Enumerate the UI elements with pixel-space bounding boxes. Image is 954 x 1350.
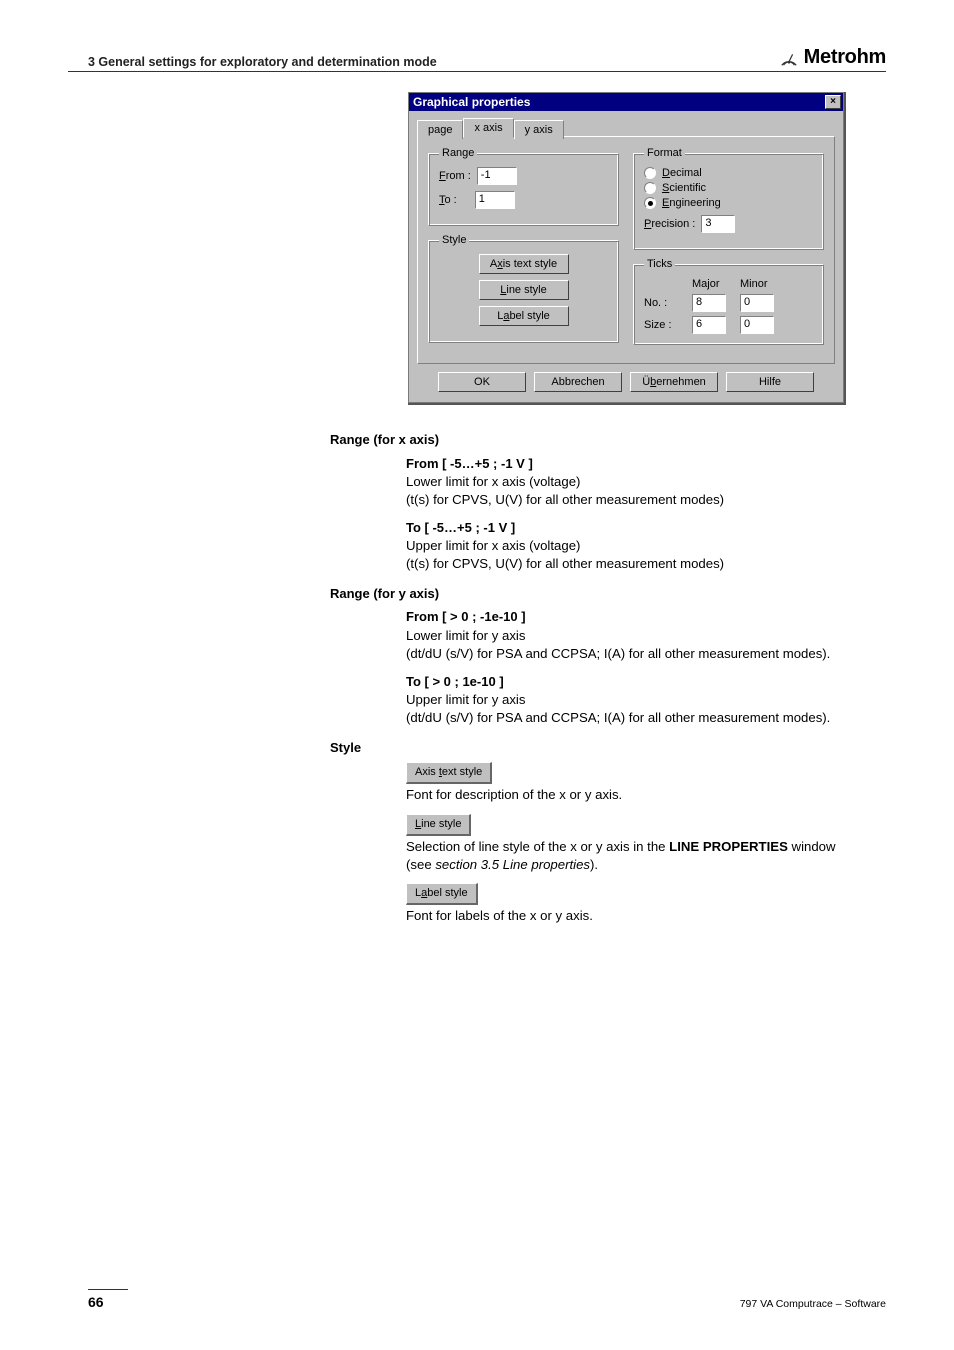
format-group: Format Decimal Scientific Engineering Pr… — [633, 147, 824, 250]
axis-text-style-button[interactable]: Axis text style — [479, 254, 569, 274]
ticks-no-major-input[interactable]: 8 — [692, 294, 726, 312]
cancel-button[interactable]: Abbrechen — [534, 372, 622, 392]
page-footer: 66 797 VA Computrace – Software — [88, 1289, 886, 1310]
from-y-line1: Lower limit for y axis — [406, 627, 852, 645]
page-number: 66 — [88, 1289, 128, 1310]
help-button[interactable]: Hilfe — [726, 372, 814, 392]
ok-button[interactable]: OK — [438, 372, 526, 392]
to-y-line2: (dt/dU (s/V) for PSA and CCPSA; I(A) for… — [406, 709, 852, 727]
to-y-title: To [ > 0 ; 1e-10 ] — [406, 673, 852, 691]
style-desc3: Font for labels of the x or y axis. — [406, 907, 852, 925]
dialog-shadow: Graphical properties × page x axis y axi… — [408, 92, 846, 405]
chapter-title: 3 General settings for exploratory and d… — [68, 55, 437, 69]
inline-btn-axis-text: Axis text style — [406, 762, 492, 784]
radio-decimal[interactable]: Decimal — [644, 167, 813, 179]
range-y-heading: Range (for y axis) — [330, 585, 852, 603]
range-x-heading: Range (for x axis) — [330, 431, 852, 449]
line-style-button[interactable]: Line style — [479, 280, 569, 300]
logo-text: Metrohm — [804, 46, 886, 69]
brand-logo: Metrohm — [778, 46, 886, 69]
ticks-legend: Ticks — [644, 258, 675, 270]
style-desc1: Font for description of the x or y axis. — [406, 786, 852, 804]
dialog-title: Graphical properties — [413, 95, 530, 109]
radio-scientific[interactable]: Scientific — [644, 182, 813, 194]
from-x-line1: Lower limit for x axis (voltage) — [406, 473, 852, 491]
apply-button[interactable]: Übernehmen — [630, 372, 718, 392]
range-legend: Range — [439, 147, 477, 159]
inline-btn-line: Line style — [406, 814, 471, 836]
graphical-properties-dialog: Graphical properties × page x axis y axi… — [408, 92, 844, 403]
style-heading: Style — [330, 739, 852, 757]
ticks-size-label: Size : — [644, 319, 684, 331]
ticks-size-minor-input[interactable]: 0 — [740, 316, 774, 334]
style-axis-text: Axis text style Font for description of … — [406, 762, 852, 804]
ticks-minor-header: Minor — [740, 278, 780, 290]
tab-y-axis[interactable]: y axis — [514, 120, 564, 139]
close-icon[interactable]: × — [825, 95, 841, 109]
param-to-x: To [ -5…+5 ; -1 V ] Upper limit for x ax… — [406, 519, 852, 573]
param-from-x: From [ -5…+5 ; -1 V ] Lower limit for x … — [406, 455, 852, 509]
to-y-line1: Upper limit for y axis — [406, 691, 852, 709]
ticks-size-major-input[interactable]: 6 — [692, 316, 726, 334]
precision-label: Precision : — [644, 218, 695, 230]
tab-panel-x-axis: Range From : -1 To : 1 Style Ax — [417, 136, 835, 364]
style-line: Line style Selection of line style of th… — [406, 814, 852, 873]
radio-engineering[interactable]: Engineering — [644, 197, 813, 209]
style-desc2: Selection of line style of the x or y ax… — [406, 838, 852, 874]
to-input[interactable]: 1 — [475, 191, 515, 209]
from-label: From : — [439, 170, 471, 182]
style-group: Style Axis text style Line style Label s… — [428, 234, 619, 343]
body-text: Range (for x axis) From [ -5…+5 ; -1 V ]… — [342, 431, 852, 925]
metrohm-icon — [778, 49, 800, 67]
label-style-button[interactable]: Label style — [479, 306, 569, 326]
to-x-line2: (t(s) for CPVS, U(V) for all other measu… — [406, 555, 852, 573]
from-y-title: From [ > 0 ; -1e-10 ] — [406, 608, 852, 626]
ticks-major-header: Major — [692, 278, 732, 290]
tab-x-axis[interactable]: x axis — [463, 118, 513, 138]
to-label: To : — [439, 194, 457, 206]
from-x-line2: (t(s) for CPVS, U(V) for all other measu… — [406, 491, 852, 509]
ticks-no-minor-input[interactable]: 0 — [740, 294, 774, 312]
dialog-titlebar: Graphical properties × — [409, 93, 843, 111]
from-y-line2: (dt/dU (s/V) for PSA and CCPSA; I(A) for… — [406, 645, 852, 663]
to-x-line1: Upper limit for x axis (voltage) — [406, 537, 852, 555]
from-input[interactable]: -1 — [477, 167, 517, 185]
footer-text: 797 VA Computrace – Software — [740, 1298, 886, 1310]
page-header: 3 General settings for exploratory and d… — [68, 46, 886, 72]
tab-strip: page x axis y axis — [417, 117, 835, 137]
style-label: Label style Font for labels of the x or … — [406, 883, 852, 925]
precision-input[interactable]: 3 — [701, 215, 735, 233]
from-x-title: From [ -5…+5 ; -1 V ] — [406, 455, 852, 473]
style-legend: Style — [439, 234, 469, 246]
ticks-group: Ticks Major Minor No. : 8 0 Size : 6 0 — [633, 258, 824, 345]
range-group: Range From : -1 To : 1 — [428, 147, 619, 226]
format-legend: Format — [644, 147, 685, 159]
param-from-y: From [ > 0 ; -1e-10 ] Lower limit for y … — [406, 608, 852, 662]
to-x-title: To [ -5…+5 ; -1 V ] — [406, 519, 852, 537]
tab-page[interactable]: page — [417, 120, 463, 139]
ticks-no-label: No. : — [644, 297, 684, 309]
param-to-y: To [ > 0 ; 1e-10 ] Upper limit for y axi… — [406, 673, 852, 727]
inline-btn-label: Label style — [406, 883, 478, 905]
